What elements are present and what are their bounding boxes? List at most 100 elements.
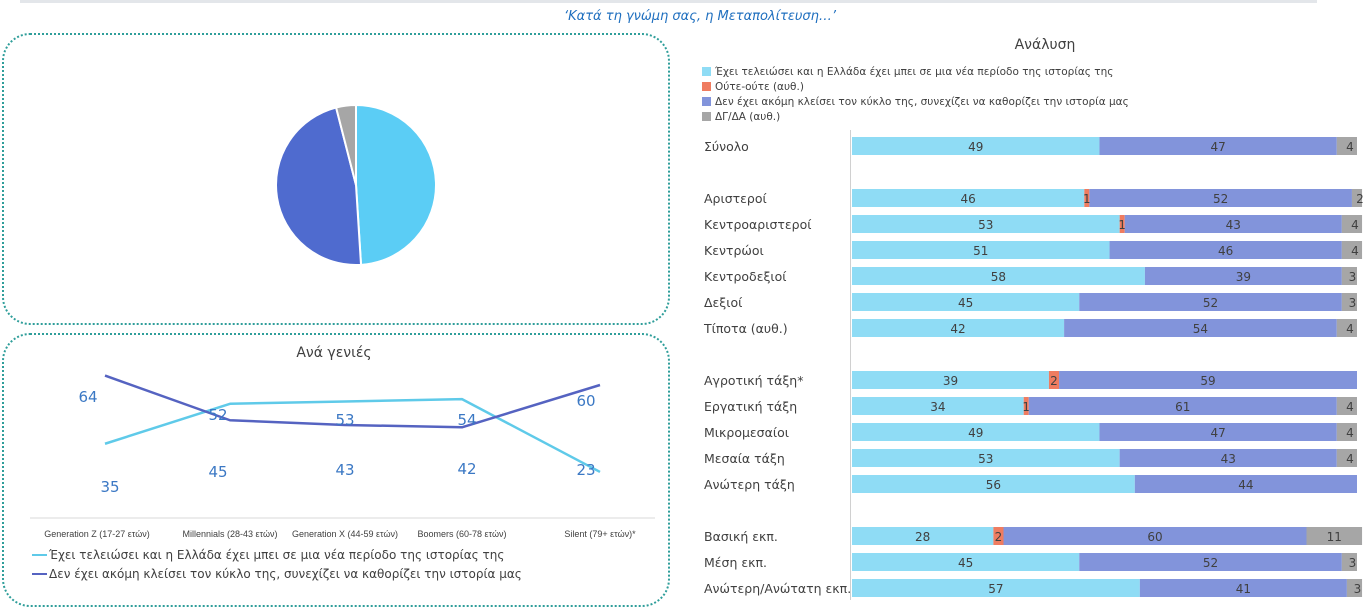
segment-label: 1 <box>1118 218 1126 232</box>
bar-segment <box>1084 189 1090 207</box>
pie-slice <box>275 106 363 266</box>
row-label: Μεσαία τάξη <box>704 451 785 466</box>
bar-axis-line <box>850 130 851 600</box>
bar-segment <box>1341 267 1357 285</box>
bar-segment <box>1124 215 1342 233</box>
segment-label: 11 <box>1327 530 1342 544</box>
data-label: 42 <box>457 460 476 478</box>
segment-label: 49 <box>968 140 983 154</box>
bar-segment <box>1336 423 1357 441</box>
bar-legend-item: ΔΓ/ΔΑ (αυθ.) <box>702 109 1129 124</box>
segment-label: 54 <box>1193 322 1208 336</box>
row-label: Δεξιοί <box>704 295 743 310</box>
bar-segment <box>852 397 1024 415</box>
segment-label: 44 <box>1238 478 1253 492</box>
series-line <box>104 397 601 474</box>
segment-label: 41 <box>1236 582 1251 596</box>
segment-label: 52 <box>1203 556 1218 570</box>
segment-label: 3 <box>1354 582 1362 596</box>
x-tick-label: Generation X (44-59 ετών) <box>292 529 398 539</box>
segment-label: 3 <box>1349 556 1357 570</box>
series-line <box>104 374 601 429</box>
bar-segment <box>852 267 1145 285</box>
row-label: Κεντροδεξιοί <box>704 269 787 284</box>
pie-panel <box>2 33 670 325</box>
segment-label: 4 <box>1346 400 1354 414</box>
bar-segment <box>1079 553 1342 571</box>
x-tick-label: Generation Z (17-27 ετών) <box>44 529 150 539</box>
bar-segment <box>1099 137 1337 155</box>
bar-segment <box>1144 267 1342 285</box>
row-label: Ανώτερη/Ανώτατη εκπ. <box>704 581 851 596</box>
bar-legend-item: Έχει τελειώσει και η Ελλάδα έχει μπει σε… <box>702 64 1129 79</box>
data-label: 23 <box>576 461 595 479</box>
segment-label: 43 <box>1221 452 1236 466</box>
row-label: Σύνολο <box>704 139 749 154</box>
bar-segment <box>852 579 1140 597</box>
bar-segment <box>1336 449 1357 467</box>
bar-segment <box>1336 137 1357 155</box>
page-title: ‘Κατά τη γνώμη σας, η Μεταπολίτευση…’ <box>563 9 836 24</box>
bar-segment <box>1028 397 1337 415</box>
bar-chart-title: Ανάλυση <box>1014 37 1076 53</box>
bar-legend-item: Ούτε-ούτε (αυθ.) <box>702 79 1129 94</box>
segment-label: 4 <box>1346 322 1354 336</box>
bar-legend: Έχει τελειώσει και η Ελλάδα έχει μπει σε… <box>702 64 1129 124</box>
legend-swatch-dark <box>32 572 47 575</box>
bar-segment <box>1341 241 1363 259</box>
line-chart-title: Ανά γενιές <box>296 345 372 361</box>
segment-label: 53 <box>978 452 993 466</box>
bar-segment <box>852 371 1049 389</box>
segment-label: 52 <box>1213 192 1228 206</box>
segment-label: 3 <box>1349 296 1357 310</box>
line-panel <box>2 333 670 607</box>
top-rule <box>20 0 1317 3</box>
segment-label: 2 <box>1050 374 1058 388</box>
segment-label: 1 <box>1083 192 1091 206</box>
segment-label: 46 <box>1218 244 1233 258</box>
data-label: 54 <box>457 411 476 429</box>
segment-label: 52 <box>1203 296 1218 310</box>
line-chart: 35 64 52 45 53 43 54 42 23 60 Generation Z (17-27 … <box>30 374 655 539</box>
data-label: 35 <box>100 478 119 496</box>
segment-label: 2 <box>995 530 1003 544</box>
segment-label: 1 <box>1022 400 1030 414</box>
segment-label: 4 <box>1351 218 1359 232</box>
bar-segment <box>1336 397 1357 415</box>
bar-legend-label: Δεν έχει ακόμη κλείσει τον κύκλο της, συ… <box>715 95 1129 108</box>
bar-legend-label: Ούτε-ούτε (αυθ.) <box>715 80 804 93</box>
segment-label: 60 <box>1147 530 1162 544</box>
bar-segment <box>1134 475 1357 493</box>
segment-label: 39 <box>1236 270 1251 284</box>
row-label: Βασική εκπ. <box>704 529 778 544</box>
bar-segment <box>1099 423 1337 441</box>
bar-segment <box>852 189 1085 207</box>
segment-label: 34 <box>930 400 945 414</box>
bar-segment <box>1109 241 1342 259</box>
pie-chart <box>275 103 437 266</box>
bar-legend-label: Έχει τελειώσει και η Ελλάδα έχει μπει σε… <box>715 65 1114 78</box>
data-label: 45 <box>208 463 227 481</box>
row-label: Εργατική τάξη <box>704 399 797 414</box>
row-label: Τίποτα (αυθ.) <box>703 321 788 336</box>
segment-label: 47 <box>1210 140 1225 154</box>
bar-segment <box>1048 371 1060 389</box>
segment-label: 4 <box>1346 140 1354 154</box>
segment-label: 47 <box>1210 426 1225 440</box>
row-label: Κεντρώοι <box>704 243 764 258</box>
bar-legend-label: ΔΓ/ΔΑ (αυθ.) <box>715 110 781 123</box>
row-label: Αγροτική τάξη* <box>704 373 803 388</box>
row-label: Μέση εκπ. <box>704 555 767 570</box>
bar-segment <box>1341 293 1357 311</box>
x-tick-label: Boomers (60-78 ετών) <box>418 529 507 539</box>
data-label: 43 <box>335 461 354 479</box>
pie-slice <box>334 103 357 186</box>
data-label: 52 <box>208 406 227 424</box>
segment-label: 53 <box>978 218 993 232</box>
segment-label: 4 <box>1346 426 1354 440</box>
bar-segment <box>852 319 1065 337</box>
bar-segment <box>852 293 1080 311</box>
bar-segment <box>1059 371 1357 389</box>
bar-segment <box>852 449 1120 467</box>
bar-segment <box>852 527 994 545</box>
